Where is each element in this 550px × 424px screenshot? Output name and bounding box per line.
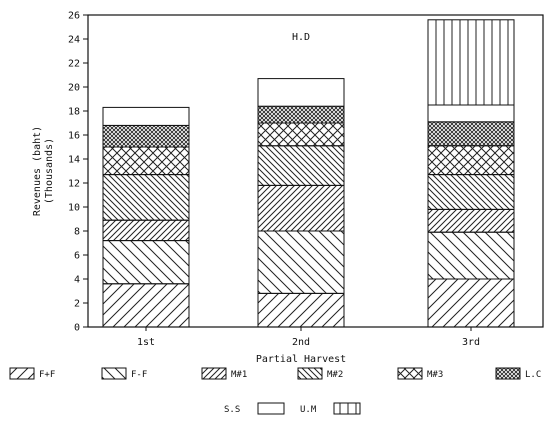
x-axis-title: Partial Harvest xyxy=(256,354,346,365)
bar-segment-s-s xyxy=(102,106,190,126)
legend: F+F F-F M#1 M#2 M#3 L.C S.S U.M xyxy=(9,367,541,415)
bar-segment-l-c xyxy=(427,121,515,147)
bar-segment-m-3 xyxy=(427,145,515,176)
bar-segment-s-s xyxy=(427,104,515,123)
legend-label: L.C xyxy=(525,370,541,380)
y-tick-label: 6 xyxy=(74,251,80,262)
legend-item: M#1 xyxy=(201,367,247,380)
bar-segment-m-2 xyxy=(102,174,190,221)
y-tick-label: 4 xyxy=(74,275,80,286)
y-tick-label: 22 xyxy=(68,59,80,70)
y-tick-label: 12 xyxy=(68,179,80,190)
bar-segment-f-f xyxy=(102,283,190,328)
y-tick-label: 20 xyxy=(68,83,80,94)
y-axis-title: Revenues (baht) xyxy=(32,126,43,216)
bar-segment-m-1 xyxy=(427,208,515,233)
y-tick-label: 18 xyxy=(68,107,80,118)
legend-item: L.C xyxy=(495,367,541,380)
bar-segment-m-3 xyxy=(257,122,345,147)
bar-segment-u-m xyxy=(427,19,515,106)
y-tick-label: 8 xyxy=(74,227,80,238)
legend-label: S.S xyxy=(224,405,240,415)
bar-segment-f-f xyxy=(102,240,190,285)
x-tick-label: 2nd xyxy=(292,337,310,348)
legend-label: M#3 xyxy=(427,370,443,380)
legend-swatch xyxy=(333,402,361,415)
y-tick-label: 10 xyxy=(68,203,80,214)
legend-item: F-F xyxy=(101,367,147,380)
bars xyxy=(102,19,515,328)
bar-segment-f-f xyxy=(427,231,515,280)
y-tick-label: 0 xyxy=(74,323,80,334)
legend-label: M#1 xyxy=(231,370,247,380)
x-tick-label: 1st xyxy=(137,337,155,348)
bar-segment-l-c xyxy=(102,124,190,148)
bar-segment-m-1 xyxy=(102,219,190,242)
bar-segment-m-2 xyxy=(427,174,515,210)
legend-item: F+F xyxy=(9,367,55,380)
bar-segment-m-2 xyxy=(257,145,345,186)
bar-segment-f-f xyxy=(257,230,345,294)
bar-segment-m-3 xyxy=(102,146,190,176)
x-axis: 1st 2nd 3rd xyxy=(137,327,480,348)
bar-segment-f-f xyxy=(257,292,345,328)
legend-label: M#2 xyxy=(327,370,343,380)
legend-swatch xyxy=(201,367,227,380)
legend-swatch xyxy=(9,367,35,380)
y-axis-unit: (Thousands) xyxy=(44,138,55,204)
legend-swatch xyxy=(397,367,423,380)
y-tick-label: 26 xyxy=(68,11,80,22)
legend-swatch xyxy=(101,367,127,380)
legend-item: M#3 xyxy=(397,367,443,380)
bar-segment-m-1 xyxy=(257,184,345,232)
y-tick-label: 14 xyxy=(68,155,80,166)
legend-swatch xyxy=(257,402,285,415)
legend-label: F-F xyxy=(131,370,147,380)
y-tick-label: 16 xyxy=(68,131,80,142)
legend-item: U.M xyxy=(300,402,361,415)
legend-label: F+F xyxy=(39,370,55,380)
x-tick-label: 3rd xyxy=(462,337,480,348)
legend-swatch xyxy=(495,367,521,380)
bar-segment-l-c xyxy=(257,105,345,124)
bar-segment-s-s xyxy=(257,78,345,107)
bar-segment-f-f xyxy=(427,278,515,328)
legend-item: M#2 xyxy=(297,367,343,380)
chart-annotation: H.D xyxy=(292,32,310,43)
y-tick-label: 24 xyxy=(68,35,80,46)
legend-label: U.M xyxy=(300,405,317,415)
legend-swatch xyxy=(297,367,323,380)
legend-item: S.S xyxy=(224,402,285,415)
y-tick-label: 2 xyxy=(74,299,80,310)
